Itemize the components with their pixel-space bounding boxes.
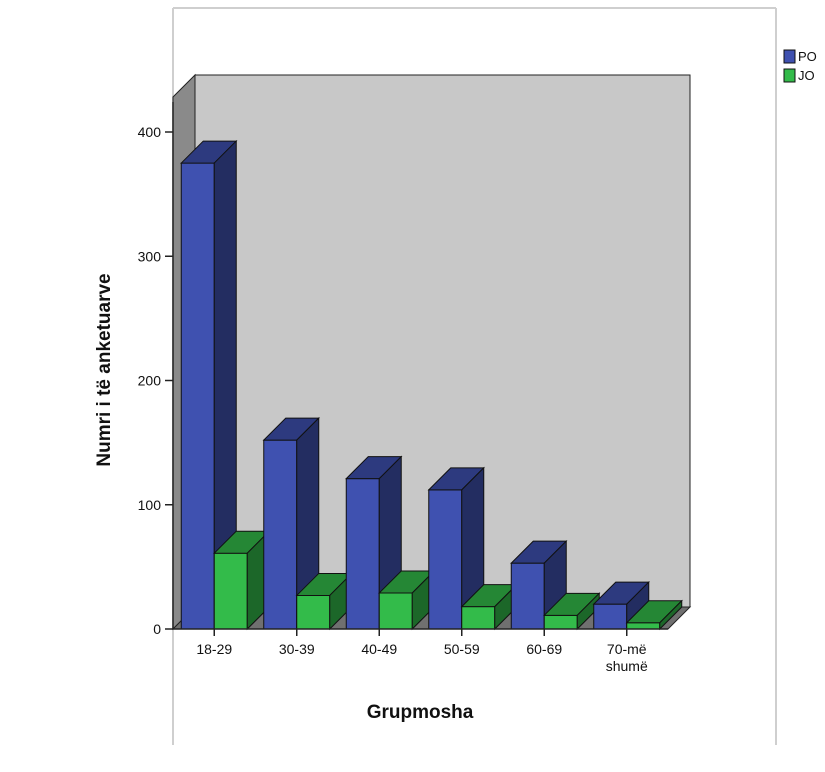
x-tick-label: 40-49: [361, 641, 397, 657]
x-tick-label: 18-29: [196, 641, 232, 657]
y-tick-label: 0: [153, 621, 161, 637]
bar-side: [659, 599, 683, 631]
bar-front: [543, 614, 578, 630]
legend-label-po: PO: [798, 49, 817, 64]
bar-front: [593, 603, 628, 630]
bar-po: [180, 139, 238, 631]
legend-swatch-po: [783, 49, 796, 64]
bar-front: [428, 489, 463, 630]
legend-label-jo: JO: [798, 68, 815, 83]
y-tick-label: 400: [138, 124, 162, 140]
y-axis-title: Numri i të anketuarve: [94, 273, 115, 466]
x-axis: 18-29 30-39 40-49 50-59 60-69 70-më shumë: [173, 628, 668, 674]
x-tick-label: 60-69: [526, 641, 562, 657]
bar-jo: [543, 592, 601, 631]
x-tick-label: 50-59: [444, 641, 480, 657]
y-tick-label: 200: [138, 373, 162, 389]
bar-front: [461, 606, 496, 630]
bar-front: [296, 594, 331, 630]
bars: [180, 139, 683, 631]
legend-swatch-jo: [783, 68, 796, 83]
bar-front: [626, 622, 661, 630]
y-axis: 0 100 200 300 400: [138, 102, 174, 637]
bar-front: [345, 478, 380, 630]
bar-front: [180, 162, 215, 630]
legend: PO JO: [783, 49, 817, 83]
bar-front: [378, 592, 413, 630]
bar-front: [510, 562, 545, 630]
bar-front: [213, 552, 248, 630]
bar-jo: [625, 599, 683, 631]
x-tick-label: 30-39: [279, 641, 315, 657]
y-tick-label: 100: [138, 497, 162, 513]
x-axis-title: Grupmosha: [367, 702, 474, 723]
bar-front: [263, 439, 298, 630]
y-tick-label: 300: [138, 248, 162, 264]
bar-jo: [213, 530, 271, 631]
x-tick-label: 70-më shumë: [606, 641, 648, 674]
